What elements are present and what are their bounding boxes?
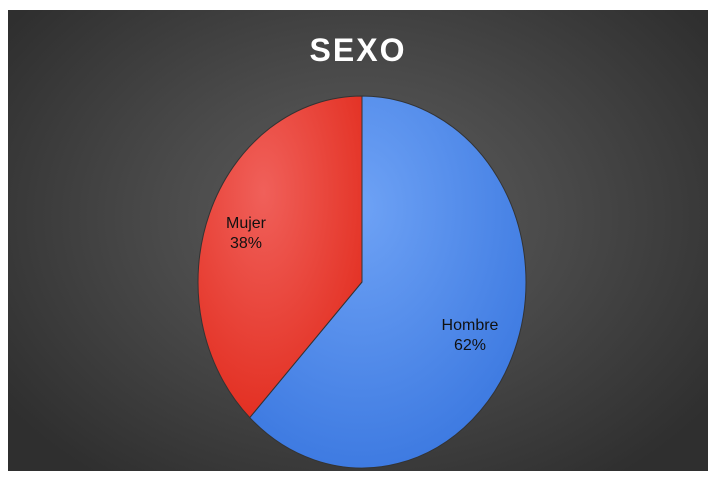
pie-slice-mujer [197,95,363,419]
slice-value-mujer: 38% [230,235,262,252]
slice-value-hombre: 62% [454,337,486,354]
chart-title: SEXO [309,32,407,68]
chart-frame: SEXO Hombre 62% Mujer 38% [8,10,708,471]
slice-label-hombre: Hombre [442,317,499,334]
slice-label-mujer: Mujer [226,215,267,232]
pie-chart: Hombre 62% Mujer 38% [197,95,527,469]
pie-slice-hombre [249,95,527,469]
